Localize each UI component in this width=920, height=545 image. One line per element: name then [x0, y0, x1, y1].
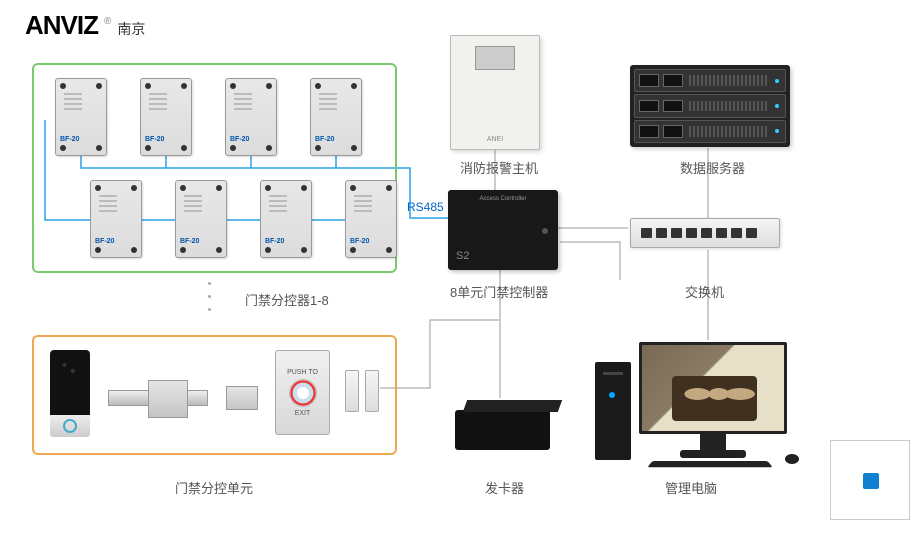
switch-port — [701, 228, 712, 238]
controller-label: 8单元门禁控制器 — [450, 282, 548, 301]
card-reader-device — [50, 350, 90, 435]
fire-alarm-panel: ANEI — [450, 35, 540, 150]
switch-port — [656, 228, 667, 238]
server-label: 数据服务器 — [680, 158, 745, 177]
rs485-label: RS485 — [407, 200, 444, 214]
data-server — [630, 65, 790, 147]
subcontroller-module: BF-20 — [90, 180, 142, 258]
unit-group-label: 门禁分控单元 — [175, 478, 253, 497]
switch-port — [641, 228, 652, 238]
bolt-lock-device — [108, 380, 258, 418]
exit-button-device: PUSH TO EXIT — [275, 350, 330, 435]
card-issuer — [455, 400, 550, 455]
subcontroller-module: BF-20 — [225, 78, 277, 156]
qr-logo-icon — [863, 473, 879, 489]
fingerprint-icon — [63, 419, 77, 433]
switch-port — [716, 228, 727, 238]
door-contact-device — [345, 370, 379, 412]
brand-name: ANVIZ — [25, 10, 98, 41]
switch-port — [686, 228, 697, 238]
pc-monitor — [639, 342, 787, 434]
fire-label: 消防报警主机 — [460, 158, 538, 177]
controller-top-text: Access Controller — [479, 196, 526, 202]
subcontroller-module: BF-20 — [260, 180, 312, 258]
keyhole-icon — [542, 228, 548, 234]
exit-bottom-text: EXIT — [295, 410, 311, 417]
subcontroller-module: BF-20 — [310, 78, 362, 156]
access-controller: Access Controller S2 — [448, 190, 558, 270]
network-switch — [630, 218, 780, 248]
brand-registered: ® — [104, 16, 111, 27]
ellipsis-icon — [208, 282, 211, 311]
brand-logo: ANVIZ ® 南京 — [25, 10, 145, 41]
pc-mouse — [785, 454, 799, 464]
switch-label: 交换机 — [685, 282, 724, 301]
switch-port — [731, 228, 742, 238]
issuer-label: 发卡器 — [485, 478, 524, 497]
subcontroller-module: BF-20 — [55, 78, 107, 156]
pc-tower — [595, 362, 631, 460]
subcontroller-group-label: 门禁分控器1-8 — [245, 290, 329, 309]
subcontroller-module: BF-20 — [175, 180, 227, 258]
pc-keyboard — [647, 461, 772, 467]
exit-top-text: PUSH TO — [287, 369, 318, 376]
pc-label: 管理电脑 — [665, 478, 717, 497]
qr-code — [830, 440, 910, 520]
switch-port — [671, 228, 682, 238]
exit-ring-icon — [289, 379, 317, 407]
brand-location: 南京 — [117, 19, 145, 39]
subcontroller-module: BF-20 — [140, 78, 192, 156]
controller-model: S2 — [456, 250, 469, 262]
switch-port — [746, 228, 757, 238]
subcontroller-module: BF-20 — [345, 180, 397, 258]
fire-brand: ANEI — [487, 136, 503, 143]
